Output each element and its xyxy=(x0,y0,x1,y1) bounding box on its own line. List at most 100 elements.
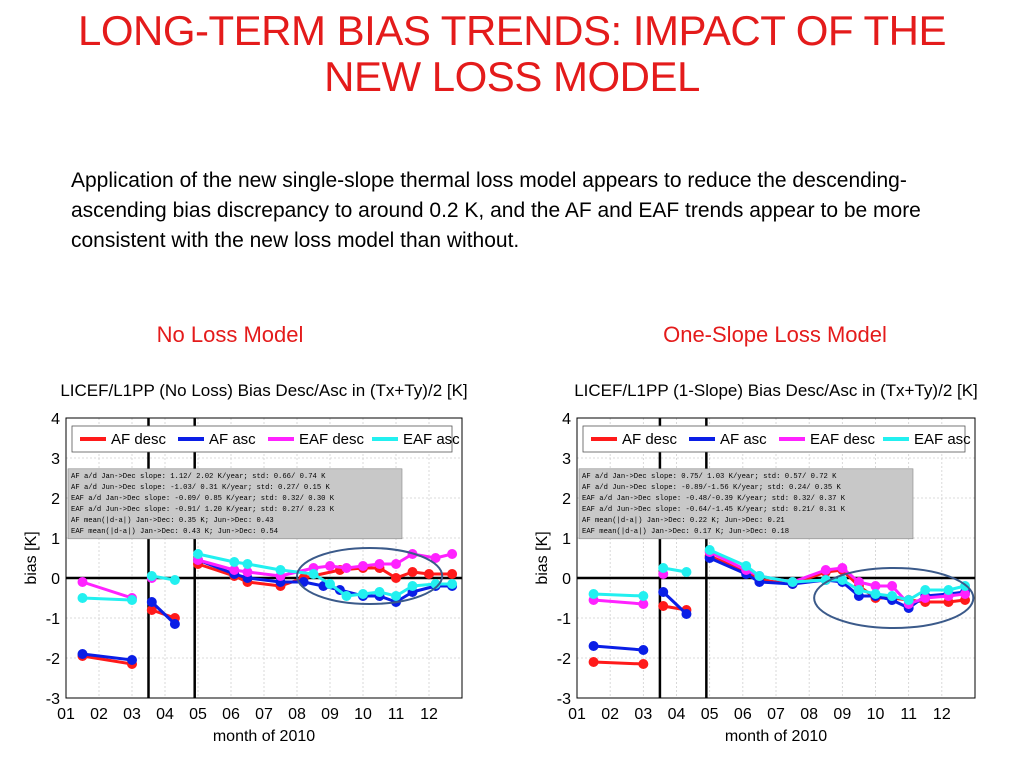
series-line xyxy=(593,660,644,666)
legend-label: AF desc xyxy=(622,431,678,448)
x-tick-label: 05 xyxy=(701,706,719,723)
data-point xyxy=(588,589,599,599)
data-point xyxy=(920,585,931,595)
stats-line: EAF mean(|d-a|) Jan->Dec: 0.17 K; Jun->D… xyxy=(582,528,789,536)
x-axis-label: month of 2010 xyxy=(213,728,315,745)
x-tick-label: 12 xyxy=(933,706,951,723)
x-tick-label: 09 xyxy=(833,706,851,723)
stats-line: EAF a/d Jan->Dec slope: -0.48/-0.39 K/ye… xyxy=(582,495,846,503)
data-point xyxy=(391,559,401,569)
series-line xyxy=(593,644,644,652)
series-eaf-asc xyxy=(588,545,971,605)
data-point xyxy=(787,577,798,587)
data-point xyxy=(407,567,418,577)
data-point xyxy=(658,601,669,611)
y-tick-label: 2 xyxy=(562,491,571,508)
data-point xyxy=(681,567,692,577)
data-point xyxy=(943,585,954,595)
series-line xyxy=(150,600,176,626)
highlight-ellipse xyxy=(813,567,975,629)
data-point xyxy=(638,659,649,669)
data-point xyxy=(325,561,335,571)
stats-background xyxy=(578,468,914,540)
highlight-ellipse xyxy=(296,547,444,605)
stats-box: AF a/d Jan->Dec slope: 1.12/ 2.02 K/year… xyxy=(67,468,403,540)
data-point xyxy=(704,545,715,555)
y-tick-label: 0 xyxy=(562,571,571,588)
y-tick-label: 4 xyxy=(562,411,571,428)
x-tick-label: 02 xyxy=(90,706,108,723)
right-subtitle: One-Slope Loss Model xyxy=(663,322,887,347)
y-tick-label: -1 xyxy=(557,611,571,628)
data-point xyxy=(430,553,441,563)
stats-line: EAF a/d Jan->Dec slope: -0.09/ 0.85 K/ye… xyxy=(71,495,335,503)
legend-label: AF asc xyxy=(720,431,767,448)
x-tick-label: 08 xyxy=(800,706,818,723)
x-tick-label: 03 xyxy=(123,706,141,723)
x-tick-label: 10 xyxy=(867,706,885,723)
x-tick-label: 06 xyxy=(222,706,240,723)
x-tick-label: 04 xyxy=(156,706,174,723)
data-point xyxy=(358,561,368,571)
data-point xyxy=(407,581,418,591)
y-tick-label: 3 xyxy=(562,451,571,468)
series-line xyxy=(82,654,133,666)
y-tick-label: -1 xyxy=(46,611,60,628)
data-point xyxy=(837,563,848,573)
x-axis-label: month of 2010 xyxy=(725,728,827,745)
data-point xyxy=(870,589,881,599)
chart-one-slope: LICEF/L1PP (1-Slope) Bias Desc/Asc in (T… xyxy=(534,381,978,745)
data-point xyxy=(169,575,180,585)
y-tick-label: -3 xyxy=(557,691,571,708)
x-tick-label: 05 xyxy=(189,706,207,723)
stats-line: AF a/d Jun->Dec slope: -1.03/ 0.31 K/yea… xyxy=(71,484,330,492)
stats-background xyxy=(67,468,403,540)
y-tick-label: -2 xyxy=(557,651,571,668)
data-point xyxy=(887,591,898,601)
x-tick-label: 09 xyxy=(321,706,339,723)
x-tick-label: 02 xyxy=(601,706,619,723)
data-point xyxy=(447,569,458,579)
data-point xyxy=(820,565,831,575)
chart-title: LICEF/L1PP (No Loss) Bias Desc/Asc in (T… xyxy=(60,381,467,400)
data-point xyxy=(588,657,599,667)
x-tick-label: 10 xyxy=(354,706,372,723)
legend-label: AF desc xyxy=(111,431,167,448)
y-tick-label: 3 xyxy=(51,451,60,468)
y-tick-label: 4 xyxy=(51,411,60,428)
left-subtitle: No Loss Model xyxy=(156,322,304,347)
data-point xyxy=(638,645,649,655)
data-point xyxy=(146,571,157,581)
stats-line: AF a/d Jan->Dec slope: 1.12/ 2.02 K/year… xyxy=(71,473,326,481)
x-tick-label: 06 xyxy=(734,706,752,723)
plot-frame xyxy=(65,417,463,699)
slide-title-line1: LONG-TERM BIAS TRENDS: IMPACT OF THE xyxy=(78,7,947,54)
x-tick-label: 11 xyxy=(388,706,405,723)
description-text: Application of the new single-slope ther… xyxy=(71,169,921,252)
data-point xyxy=(77,593,88,603)
data-point xyxy=(754,571,765,581)
legend: AF desc AF asc EAF desc EAF asc xyxy=(582,425,971,453)
series-line xyxy=(593,592,644,598)
series-line xyxy=(593,598,644,606)
series-line xyxy=(82,652,133,662)
data-point xyxy=(658,587,669,597)
series-line xyxy=(82,580,133,600)
data-point xyxy=(588,641,599,651)
data-point xyxy=(903,595,914,605)
x-tick-label: 12 xyxy=(420,706,438,723)
data-point xyxy=(127,595,137,605)
data-point xyxy=(374,559,385,569)
stats-line: EAF mean(|d-a|) Jan->Dec: 0.43 K; Jun->D… xyxy=(71,528,278,536)
stats-box: AF a/d Jan->Dec slope: 0.75/ 1.03 K/year… xyxy=(578,468,914,540)
y-tick-label: 0 xyxy=(51,571,60,588)
y-tick-label: 1 xyxy=(51,531,60,548)
chart-no-loss: LICEF/L1PP (No Loss) Bias Desc/Asc in (T… xyxy=(23,381,468,745)
legend: AF desc AF asc EAF desc EAF asc xyxy=(71,425,460,453)
legend-label: AF asc xyxy=(209,431,256,448)
plot-frame xyxy=(576,417,976,699)
legend-label: EAF asc xyxy=(914,431,971,448)
data-point xyxy=(741,561,752,571)
data-point xyxy=(658,563,669,573)
x-tick-label: 11 xyxy=(900,706,917,723)
